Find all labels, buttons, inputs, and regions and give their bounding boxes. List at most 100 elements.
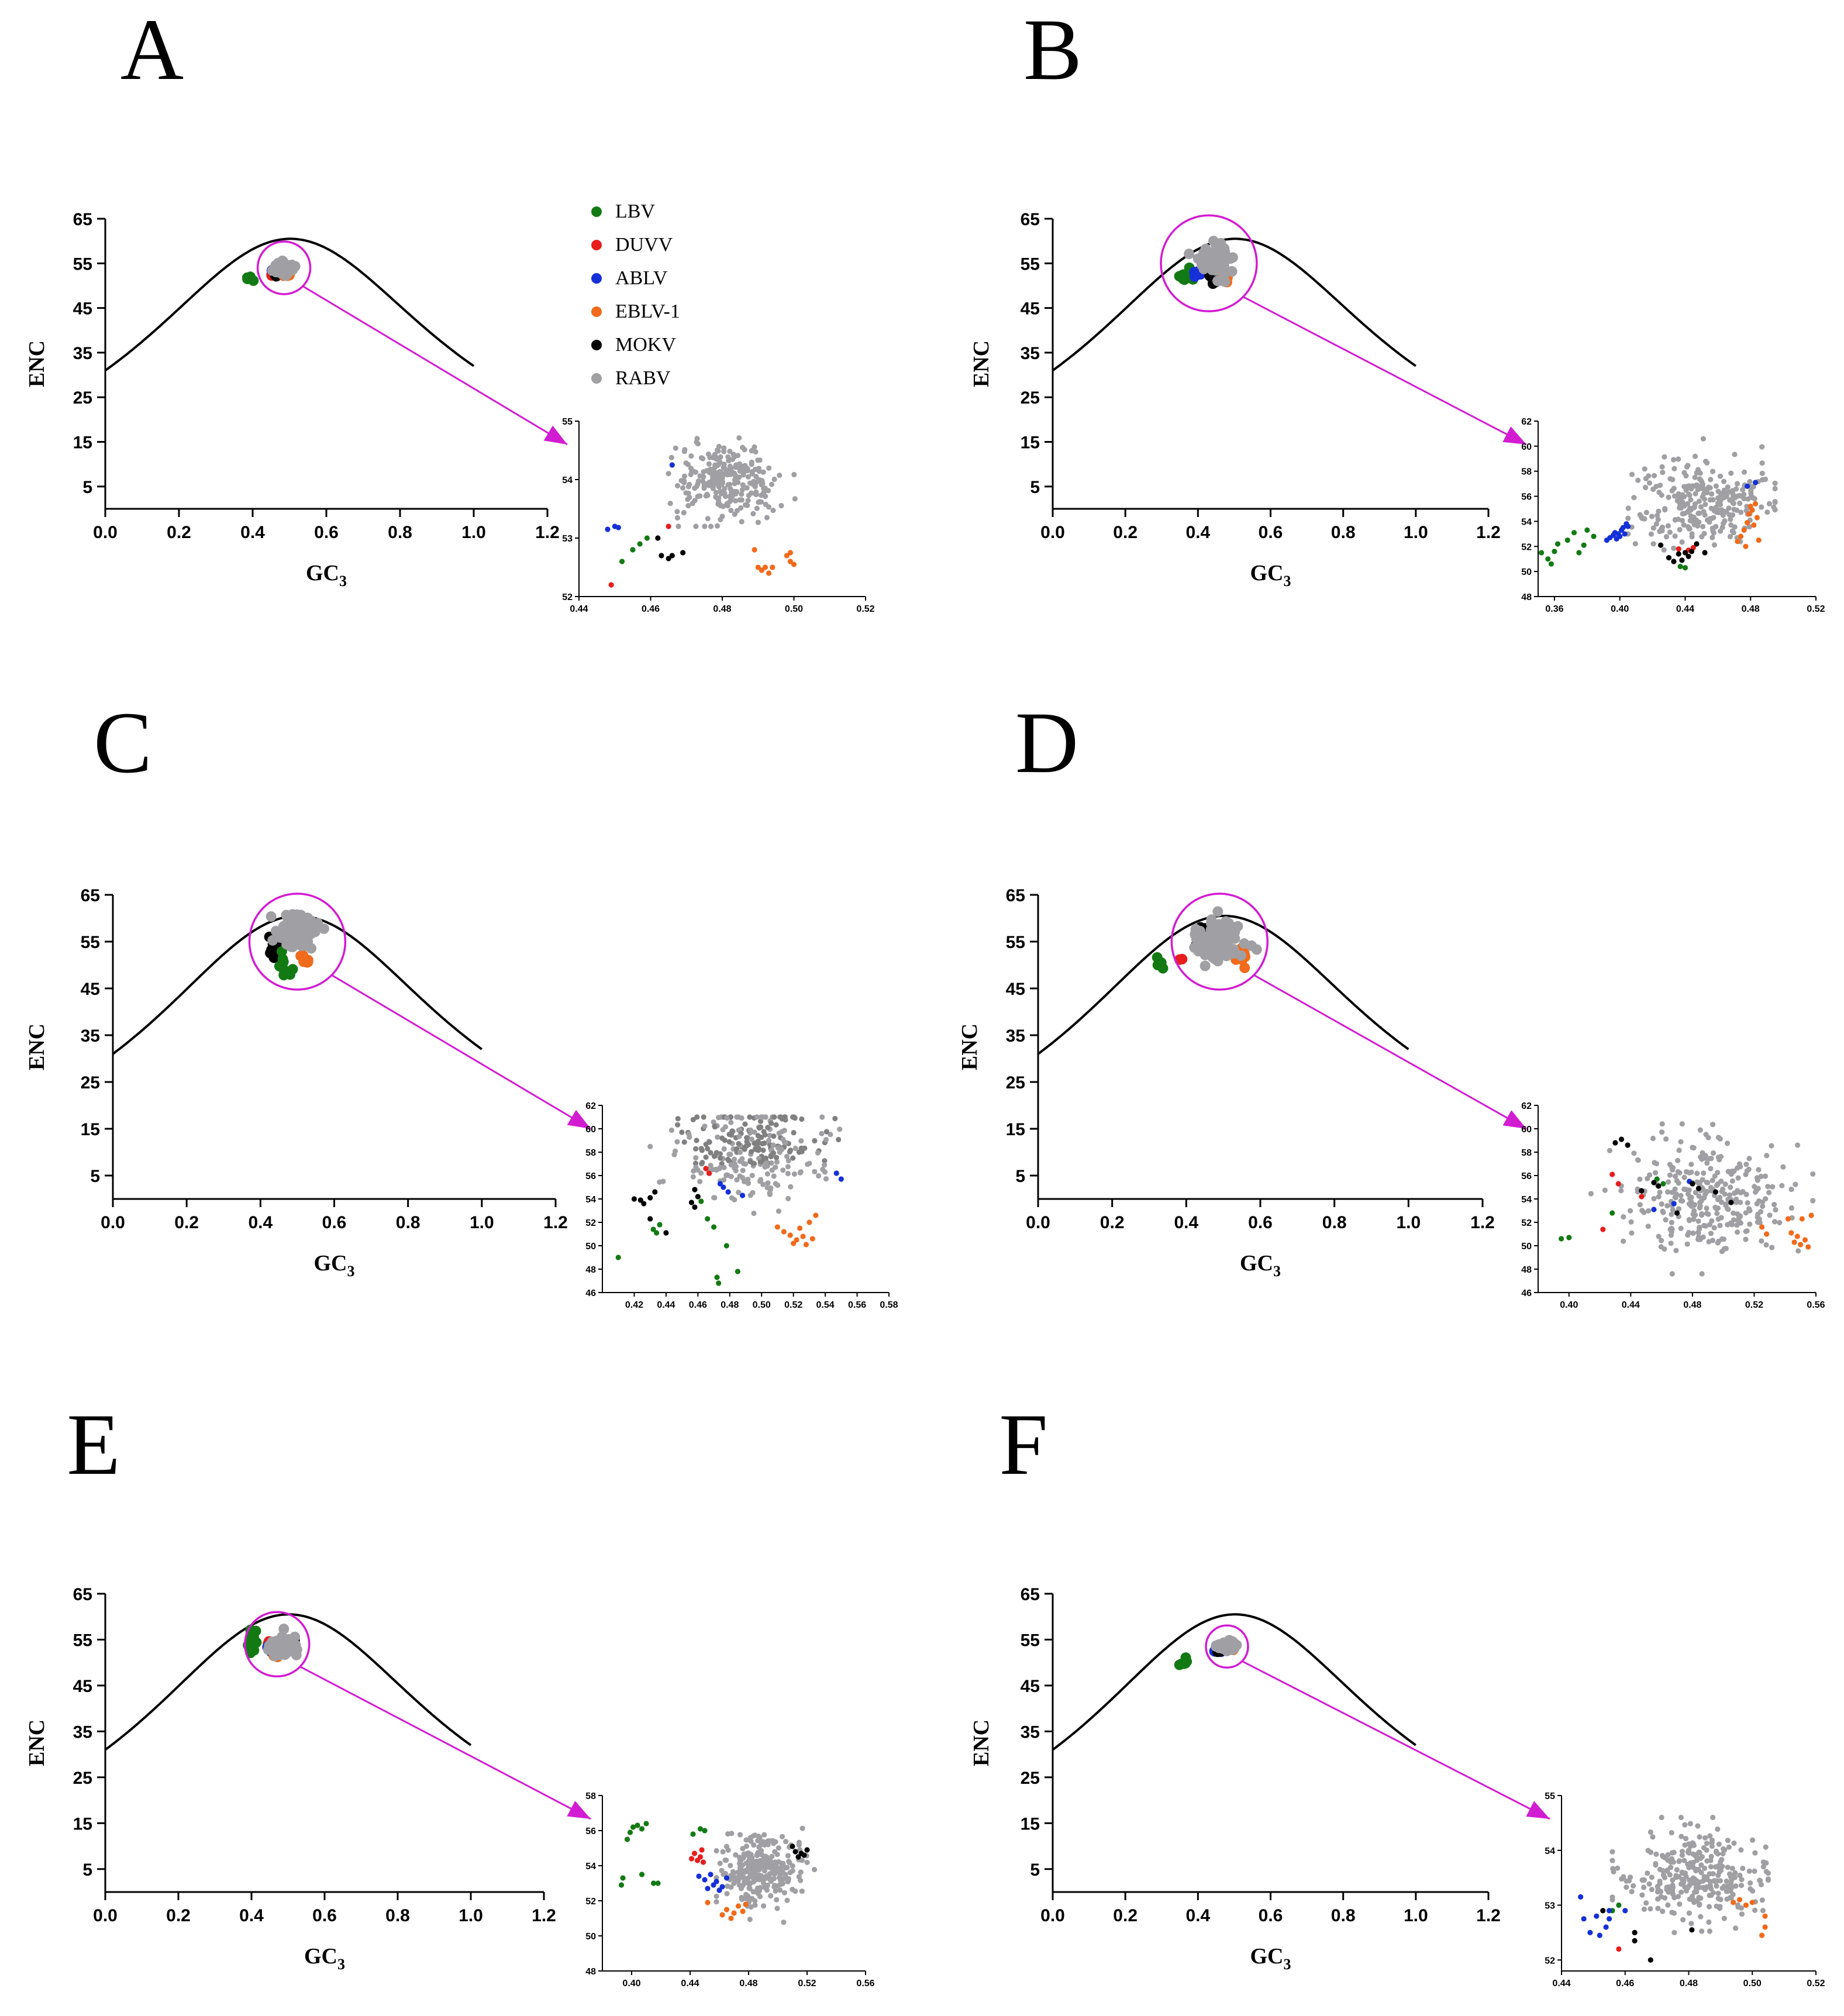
inset-scatter [1539,436,1778,571]
inset-point-rabv [768,1120,774,1126]
inset-point-rabv [1754,1175,1760,1181]
inset-point-rabv [1629,1889,1635,1894]
main-point-rabv [1201,947,1212,959]
inset-point-rabv [712,452,718,457]
inset-point-rabv [1728,1894,1733,1901]
inset-point-rabv [710,485,716,491]
inset-point-rabv [1779,1183,1785,1188]
inset-point-rabv [739,1874,745,1880]
x-tick-label: 0.4 [1185,523,1210,542]
expected-enc-curve [1052,237,1416,372]
inset-point-rabv [773,1122,779,1128]
inset-point-lbv [702,1828,708,1834]
inset-point-rabv [768,1160,774,1166]
inset-x-tick-label: 0.52 [1807,604,1825,614]
y-tick-label: 35 [73,344,92,363]
inset-point-rabv [647,1143,653,1149]
inset-point-rabv [685,497,691,502]
inset-point-rabv [1687,1195,1693,1201]
inset-point-eblv-1 [1749,1900,1755,1905]
inset-point-rabv [1721,1915,1727,1921]
inset-point-rabv [758,1114,764,1120]
inset-point-rabv [771,1884,777,1890]
inset-point-rabv [1721,478,1727,484]
inset-point-rabv [1759,444,1765,450]
inset-point-duvv [699,1847,705,1853]
inset-point-rabv [779,1834,785,1839]
inset-point-duvv [706,1170,712,1176]
inset-point-rabv [702,1124,708,1129]
x-tick-label: 1.0 [1404,523,1428,542]
inset-point-rabv [743,1837,749,1843]
y-tick-label: 5 [90,1167,100,1186]
inset-point-ablv [1671,1201,1677,1207]
inset-point-rabv [1695,1823,1701,1829]
inset-point-rabv [1718,1154,1724,1160]
inset-point-lbv [1566,1235,1572,1240]
inset-point-rabv [739,519,745,525]
inset-point-rabv [1656,508,1662,515]
inset-point-rabv [1734,1222,1740,1228]
inset-point-rabv [1738,1190,1743,1195]
inset-point-rabv [1727,497,1733,503]
inset-x-tick-label: 0.48 [1742,604,1760,614]
zoom-arrow-line [331,974,591,1130]
inset-y-tick-label: 50 [585,1932,596,1942]
inset-point-rabv [1707,485,1713,491]
inset-point-rabv [1766,1190,1772,1195]
inset-point-rabv [723,1858,729,1863]
inset-point-rabv [1721,487,1727,493]
inset-point-eblv-1 [787,559,793,564]
inset-point-rabv [781,1114,788,1120]
inset-point-lbv [735,1269,740,1274]
inset-point-duvv [1615,1181,1621,1187]
inset-point-lbv [1654,1176,1660,1182]
inset-plot: 0.44 0.46 0.48 0.50 0.52 52 53 54 55 [1545,1791,1825,1989]
inset-point-ablv [833,1170,839,1176]
y-tick-label: 15 [1021,1814,1040,1834]
inset-point-eblv-1 [1791,1239,1797,1245]
inset-point-lbv [650,1880,657,1886]
inset-point-rabv [1695,467,1701,473]
x-axis-title-subscript: 3 [1284,573,1291,590]
inset-x-tick-label: 0.48 [739,1979,757,1989]
inset-point-rabv [1746,1156,1752,1162]
inset-point-eblv-1 [1762,1924,1768,1930]
inset-point-rabv [1687,1821,1693,1827]
inset-point-rabv [1757,1877,1763,1883]
y-tick-label: 5 [1030,478,1040,497]
x-tick-label: 0.2 [1113,523,1138,542]
inset-point-rabv [1695,1218,1701,1224]
inset-point-rabv [1710,1122,1716,1128]
inset-x-tick-label: 0.56 [848,1300,866,1310]
inset-point-rabv [721,471,727,477]
inset-point-eblv-1 [787,1232,793,1238]
inset-point-rabv [775,1208,782,1214]
inset-point-rabv [688,453,694,459]
inset-point-rabv [742,1121,748,1127]
zoom-arrow-head [567,1109,591,1129]
inset-point-rabv [1656,1233,1662,1239]
inset-point-rabv [722,1138,728,1143]
inset-point-rabv [759,1852,765,1858]
inset-point-rabv [1738,509,1744,515]
inset-point-rabv [1694,1878,1700,1884]
inset-point-rabv [685,484,691,490]
inset-point-rabv [1752,1907,1758,1913]
inset-y-tick-label: 50 [585,1242,596,1252]
inset-point-rabv [1697,510,1702,516]
inset-point-rabv [722,466,728,471]
inset-point-lbv [619,559,625,564]
inset-point-rabv [1647,1829,1653,1835]
inset-point-rabv [1754,1201,1760,1207]
inset-point-rabv [1720,508,1726,515]
inset-point-rabv [702,523,708,529]
inset-point-rabv [744,1135,750,1140]
inset-point-lbv [1555,541,1561,547]
inset-point-rabv [690,1116,696,1122]
inset-point-mokv [1656,1183,1662,1189]
main-point-rabv [1226,266,1238,277]
main-point-rabv [1184,249,1195,260]
inset-point-rabv [1743,1236,1749,1242]
zoom-highlight-circle [1160,214,1258,313]
